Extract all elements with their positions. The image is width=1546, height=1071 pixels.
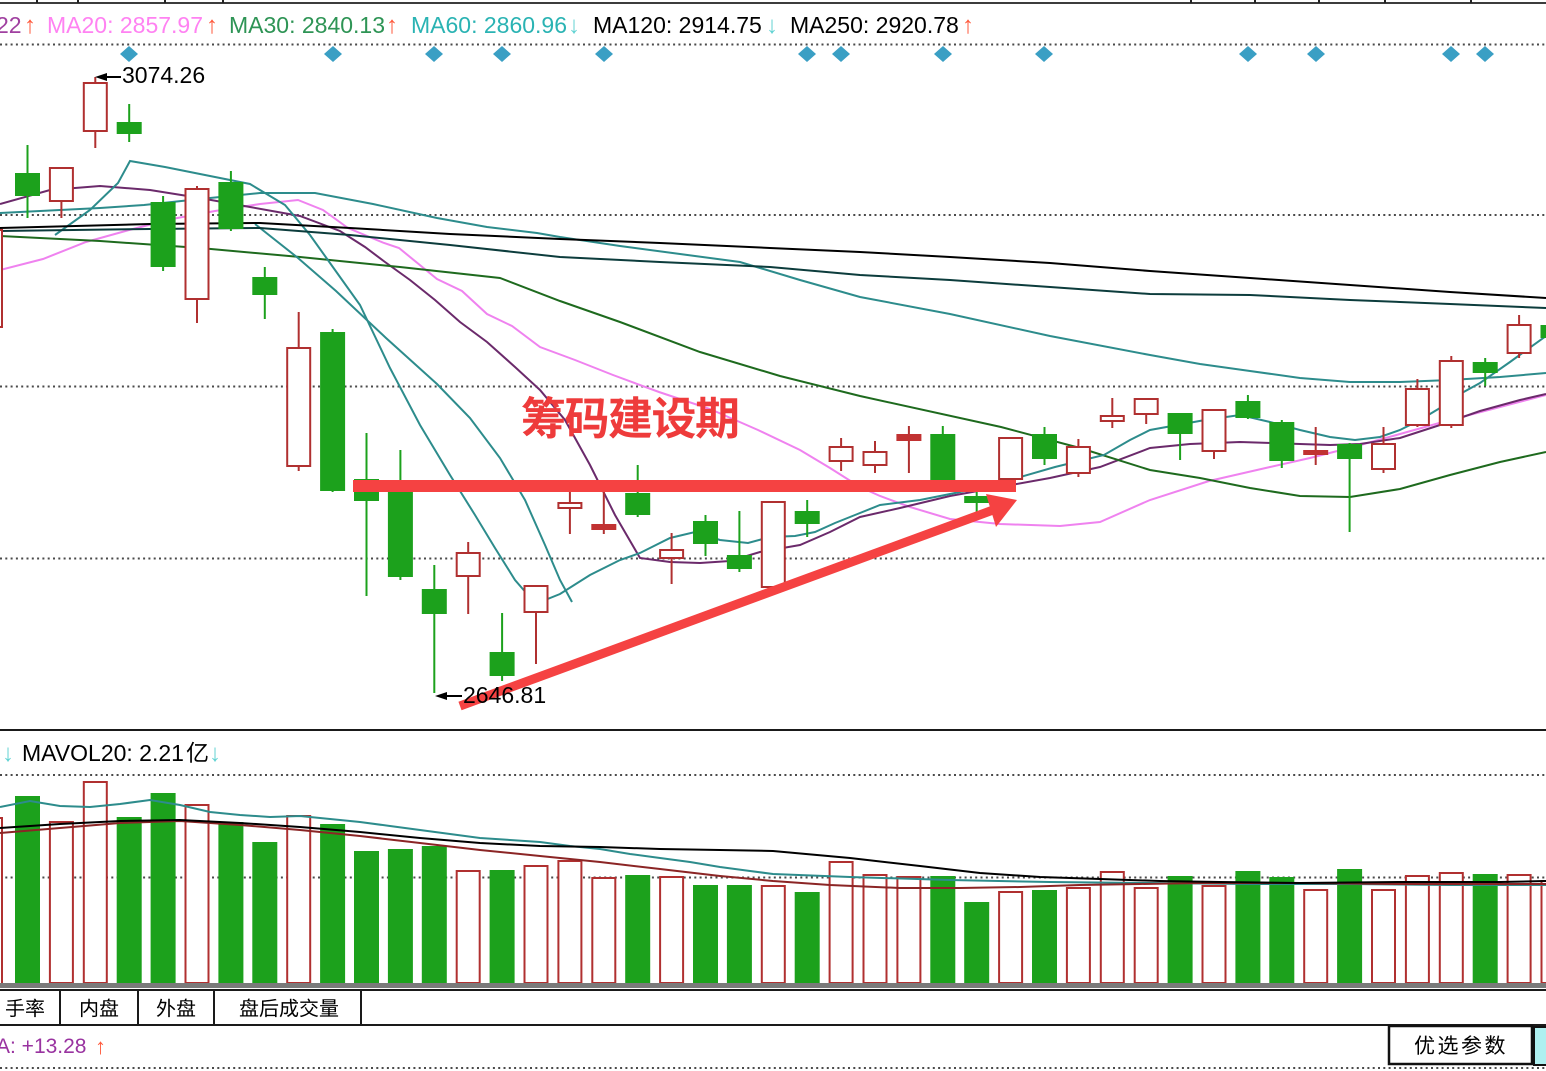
svg-text:↓: ↓ (2, 740, 14, 767)
svg-text:↓: ↓ (209, 740, 221, 767)
svg-text:A: +13.28: A: +13.28 (0, 1035, 87, 1058)
svg-text:MA60: 2860.96: MA60: 2860.96 (411, 12, 567, 38)
svg-text:↑: ↑ (386, 12, 398, 39)
svg-text:3074.26: 3074.26 (122, 62, 205, 88)
svg-text:MAVOL20: 2.21: MAVOL20: 2.21 (22, 740, 184, 766)
svg-text:22: 22 (0, 12, 22, 38)
svg-text:↑: ↑ (962, 12, 974, 39)
svg-text:2646.81: 2646.81 (463, 682, 546, 708)
svg-text:↑: ↑ (95, 1034, 106, 1059)
svg-text:↑: ↑ (24, 12, 36, 39)
svg-text:↑: ↑ (206, 12, 218, 39)
svg-text:MA20: 2857.97: MA20: 2857.97 (47, 12, 203, 38)
svg-text:↓: ↓ (568, 12, 580, 39)
svg-text:MA250: 2920.78: MA250: 2920.78 (790, 12, 959, 38)
svg-text:MA120: 2914.75: MA120: 2914.75 (593, 12, 762, 38)
svg-text:↓: ↓ (766, 12, 778, 39)
svg-text:MA30: 2840.13: MA30: 2840.13 (229, 12, 385, 38)
